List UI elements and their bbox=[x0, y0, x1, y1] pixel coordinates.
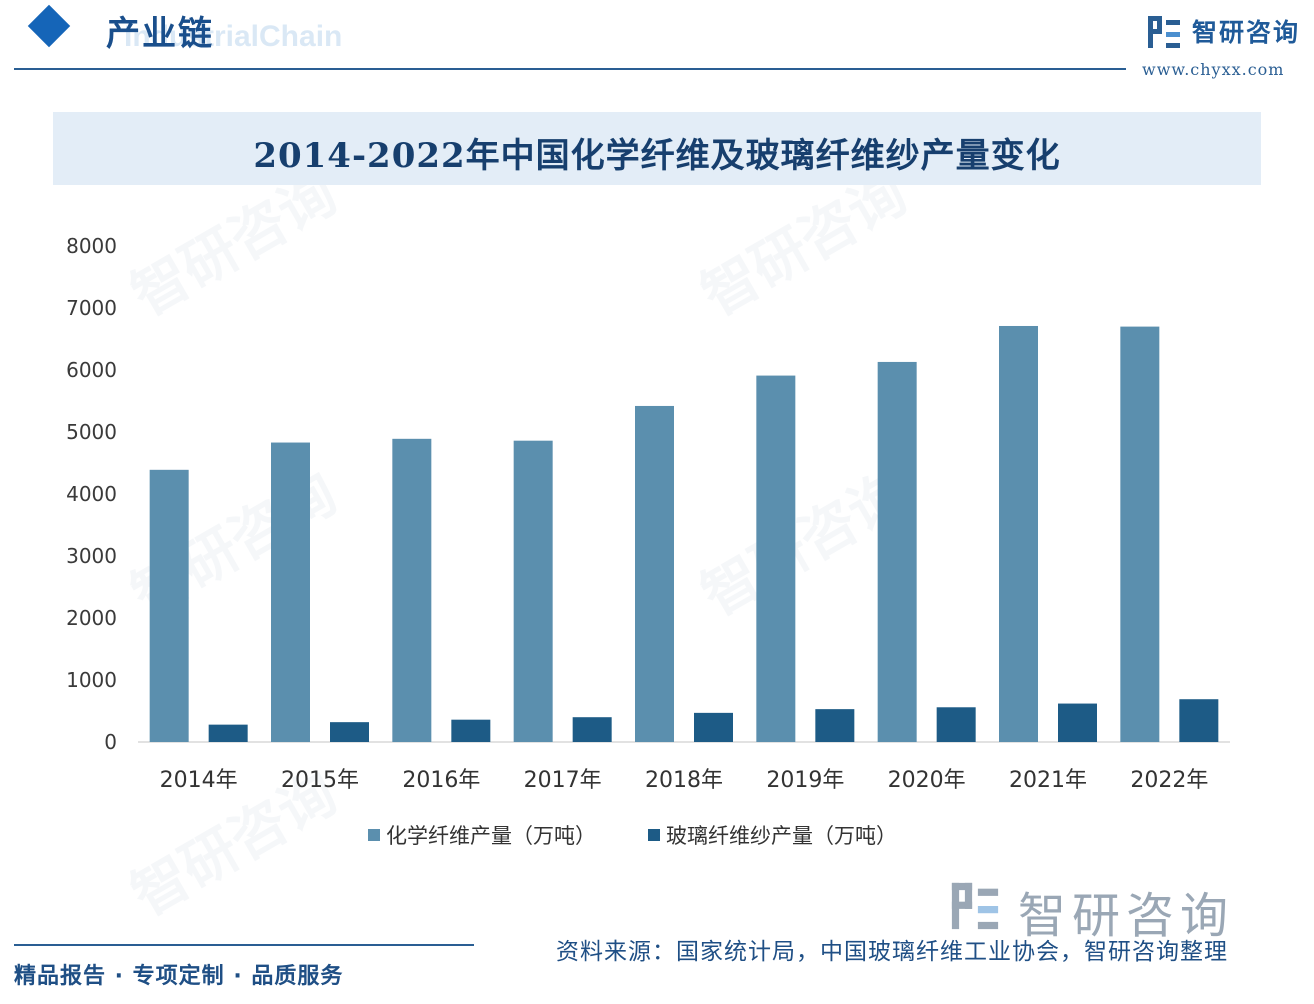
x-tick-label: 2021年 bbox=[1009, 768, 1087, 793]
x-tick-label: 2017年 bbox=[524, 768, 602, 793]
x-tick-label: 2022年 bbox=[1130, 768, 1208, 793]
footer-tagline: 精品报告 · 专项定制 · 品质服务 bbox=[14, 964, 344, 989]
y-tick-label: 0 bbox=[104, 730, 117, 754]
brand-footer-logo-icon bbox=[951, 882, 999, 930]
bar-chemical-fiber bbox=[635, 405, 674, 742]
x-tick-label: 2019年 bbox=[766, 768, 844, 793]
section-title: 产业链 bbox=[106, 14, 214, 54]
header-rule bbox=[14, 68, 1126, 70]
chart-title: 2014-2022年中国化学纤维及玻璃纤维纱产量变化 bbox=[253, 136, 1061, 176]
section-title-en: IndustrialChain bbox=[124, 20, 343, 53]
brand-url: www.chyxx.com bbox=[1142, 60, 1285, 79]
footer-rule bbox=[14, 944, 474, 946]
legend-label: 化学纤维产量（万吨） bbox=[386, 824, 596, 848]
bar-chemical-fiber bbox=[999, 325, 1038, 742]
chart-legend: 化学纤维产量（万吨） 玻璃纤维纱产量（万吨） bbox=[368, 820, 897, 850]
x-tick-label: 2014年 bbox=[160, 768, 238, 793]
y-tick-label: 5000 bbox=[66, 420, 117, 444]
bar-glass-fiber bbox=[330, 722, 369, 742]
legend-swatch bbox=[648, 829, 660, 841]
y-tick-label: 2000 bbox=[66, 606, 117, 630]
y-tick-label: 4000 bbox=[66, 482, 117, 506]
x-tick-label: 2018年 bbox=[645, 768, 723, 793]
bar-chemical-fiber bbox=[1120, 326, 1160, 742]
y-tick-label: 8000 bbox=[66, 234, 117, 258]
bar-chemical-fiber bbox=[271, 442, 310, 742]
brand-logo-icon bbox=[1148, 16, 1180, 48]
brand-name: 智研咨询 bbox=[1192, 18, 1301, 47]
bar-glass-fiber bbox=[1058, 703, 1097, 742]
legend-label: 玻璃纤维纱产量（万吨） bbox=[666, 824, 897, 848]
y-tick-label: 3000 bbox=[66, 544, 117, 568]
bar-glass-fiber bbox=[572, 717, 612, 742]
bar-chemical-fiber bbox=[392, 438, 432, 742]
bar-chemical-fiber bbox=[513, 440, 553, 742]
bar-glass-fiber bbox=[694, 712, 733, 742]
x-tick-label: 2020年 bbox=[888, 768, 966, 793]
source-note: 资料来源：国家统计局，中国玻璃纤维工业协会，智研咨询整理 bbox=[556, 939, 1228, 965]
legend-item-chemical-fiber: 化学纤维产量（万吨） bbox=[368, 820, 596, 850]
bar-chemical-fiber bbox=[756, 375, 796, 742]
bar-glass-fiber bbox=[815, 709, 855, 742]
x-tick-label: 2015年 bbox=[281, 768, 359, 793]
bar-glass-fiber bbox=[208, 724, 248, 742]
x-tick-label: 2016年 bbox=[402, 768, 480, 793]
bar-glass-fiber bbox=[451, 719, 491, 742]
chart-title-band: 2014-2022年中国化学纤维及玻璃纤维纱产量变化 bbox=[53, 112, 1261, 185]
bar-chemical-fiber bbox=[149, 469, 189, 742]
y-tick-label: 1000 bbox=[66, 668, 117, 692]
bar-glass-fiber bbox=[936, 707, 976, 742]
legend-swatch bbox=[368, 829, 380, 841]
y-tick-label: 6000 bbox=[66, 358, 117, 382]
bar-glass-fiber bbox=[1179, 699, 1219, 742]
bar-chemical-fiber bbox=[877, 361, 917, 742]
brand-footer: 智研咨询 bbox=[1018, 888, 1235, 944]
y-tick-label: 7000 bbox=[66, 296, 117, 320]
legend-item-glass-fiber: 玻璃纤维纱产量（万吨） bbox=[648, 820, 897, 850]
